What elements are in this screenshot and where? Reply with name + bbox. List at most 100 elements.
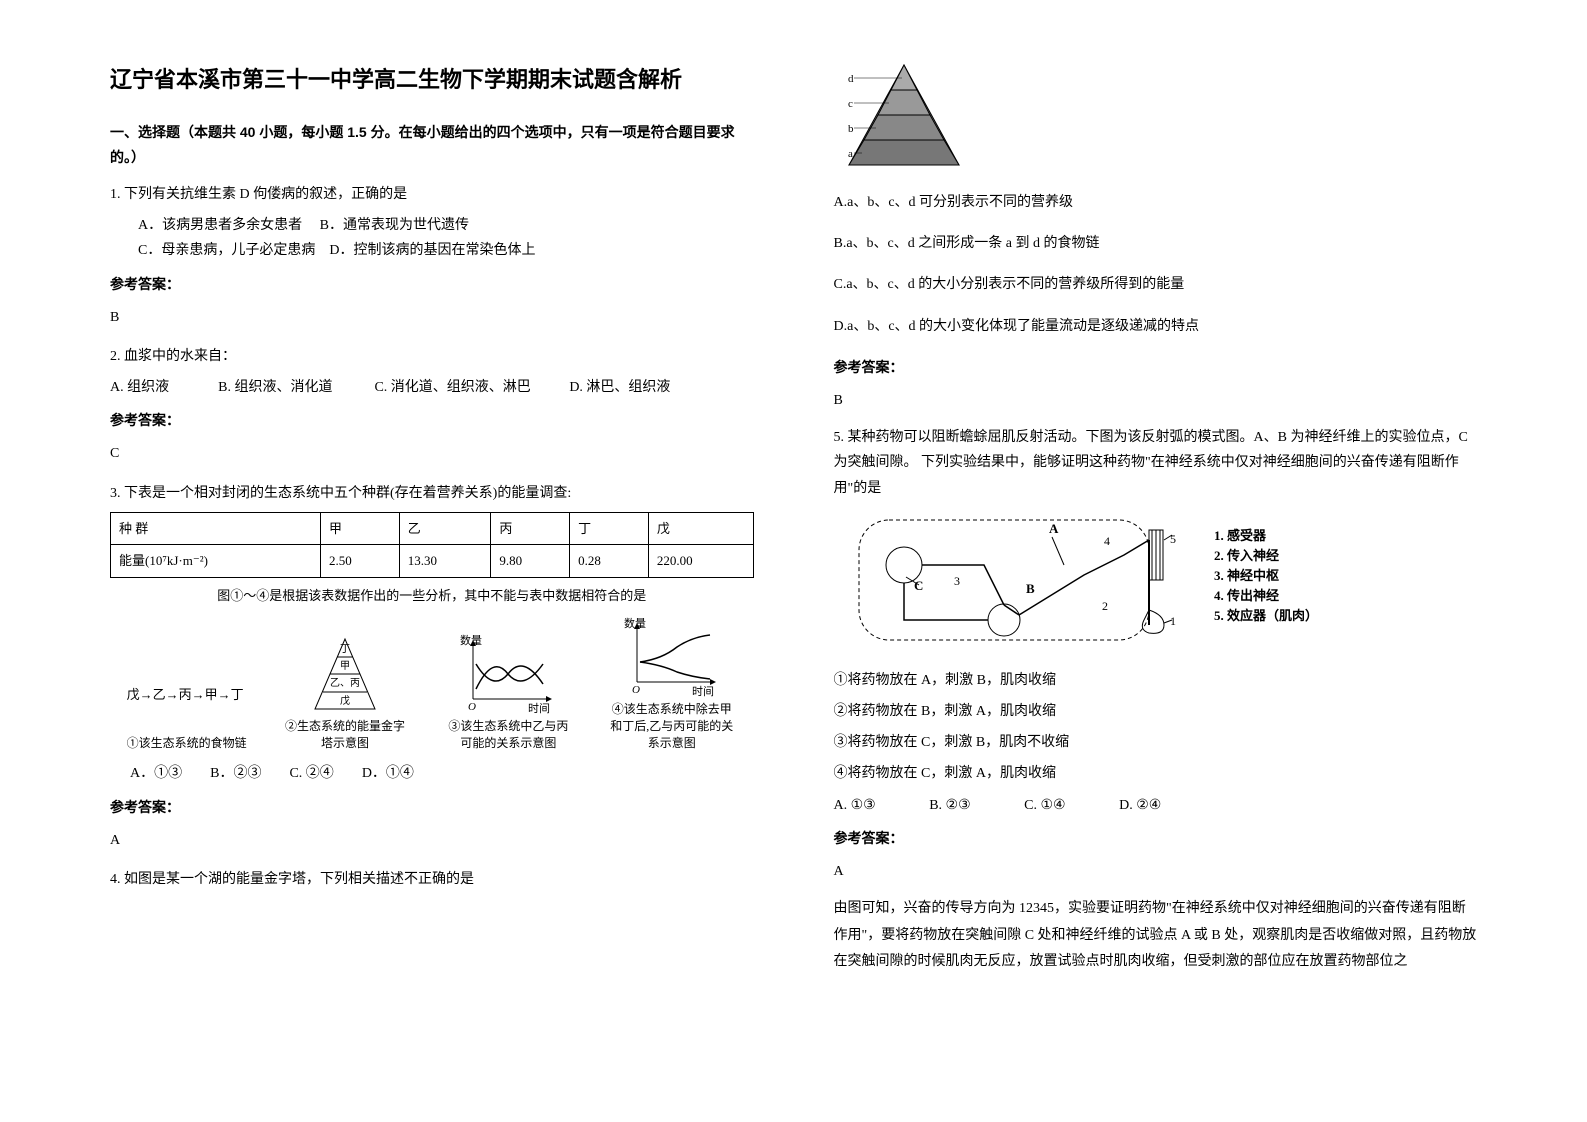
q4-optD: D.a、b、c、d 的大小变化体现了能量流动是逐级递减的特点 [834,314,1478,339]
td-v0: 2.50 [320,545,399,577]
q5-answer-label: 参考答案： [834,826,1478,851]
q1-optD: D．控制该病的基因在常染色体上 [329,243,535,258]
q1-stem: 1. 下列有关抗维生素 D 佝偻病的叙述，正确的是 [110,182,754,207]
q3-diagram-1: 戊→乙→丙→甲→丁 ①该生态系统的食物链 [127,655,247,752]
q4-optB: B.a、b、c、d 之间形成一条 a 到 d 的食物链 [834,231,1478,256]
q3-optC: C. ②④ [289,766,333,781]
q3-stem: 3. 下表是一个相对封闭的生态系统中五个种群(存在着营养关系)的能量调查: [110,481,754,506]
svg-text:O: O [468,701,476,713]
th-jia: 甲 [320,512,399,544]
td-v1: 13.30 [399,545,491,577]
svg-text:C: C [914,578,923,593]
question-5: 5. 某种药物可以阻断蟾蜍屈肌反射活动。下图为该反射弧的模式图。A、B 为神经纤… [834,425,1478,976]
q3-caption: 图①～④是根据该表数据作出的一些分析，其中不能与表中数据相符合的是 [110,584,754,607]
svg-text:O: O [632,684,640,696]
th-species: 种 群 [111,512,321,544]
q5-choiceC: C. ①④ [1024,793,1065,818]
q2-optD: D. 淋巴、组织液 [569,380,670,395]
q2-options: A. 组织液 B. 组织液、消化道 C. 消化道、组织液、淋巴 D. 淋巴、组织… [110,375,754,400]
svg-text:时间: 时间 [528,702,550,714]
svg-text:3. 神经中枢: 3. 神经中枢 [1214,568,1279,583]
svg-text:4: 4 [1104,534,1110,548]
q1-answer-label: 参考答案： [110,272,754,297]
td-v2: 9.80 [491,545,570,577]
q5-choiceD: D. ②④ [1119,793,1161,818]
right-column: d c b a A.a、b、c、d 可分别表示不同的营养级 B.a、b、c、d … [794,60,1498,1082]
pyramid-icon: 丁 甲 乙、丙 戊 [305,634,385,714]
question-2: 2. 血浆中的水来自： A. 组织液 B. 组织液、消化道 C. 消化道、组织液… [110,344,754,467]
q2-optA: A. 组织液 [110,380,169,395]
q3-optA: A．①③ [130,766,182,781]
curve-icon: 数量 时间 O [458,634,558,714]
q3-d1-chain: 戊→乙→丙→甲→丁 [127,683,244,706]
q3-optB: B．②③ [210,766,261,781]
q1-optA: A．该病男患者多余女患者 [138,218,302,233]
svg-text:5. 效应器（肌肉）: 5. 效应器（肌肉） [1214,608,1318,623]
q1-optC: C．母亲患病，儿子必定患病 [138,243,315,258]
q4-stem: 4. 如图是某一个湖的能量金字塔，下列相关描述不正确的是 [110,867,754,892]
q5-explanation: 由图可知，兴奋的传导方向为 12345，实验要证明药物"在神经系统中仅对神经细胞… [834,896,1478,976]
q5-opt4: ④将药物放在 C，刺激 A，肌肉收缩 [834,761,1478,786]
th-wu: 戊 [648,512,753,544]
q4-optA: A.a、b、c、d 可分别表示不同的营养级 [834,190,1478,215]
td-label: 能量(10⁷kJ·m⁻²) [111,545,321,577]
q2-optB: B. 组织液、消化道 [218,380,332,395]
svg-text:1: 1 [1170,614,1176,628]
svg-text:d: d [848,73,854,85]
q3-diagrams: 戊→乙→丙→甲→丁 ①该生态系统的食物链 丁 甲 乙、丙 戊 ②生态系统的能量金… [110,617,754,751]
q4-options: A.a、b、c、d 可分别表示不同的营养级 B.a、b、c、d 之间形成一条 a… [834,190,1478,339]
q1-options-row2: C．母亲患病，儿子必定患病 D．控制该病的基因在常染色体上 [110,238,754,263]
q5-opt2: ②将药物放在 B，刺激 A，肌肉收缩 [834,699,1478,724]
left-column: 辽宁省本溪市第三十一中学高二生物下学期期末试题含解析 一、选择题（本题共 40 … [90,60,794,1082]
td-v3: 0.28 [570,545,649,577]
q4-answer: B [834,388,1478,413]
q2-answer-label: 参考答案： [110,408,754,433]
q2-answer: C [110,441,754,466]
question-3: 3. 下表是一个相对封闭的生态系统中五个种群(存在着营养关系)的能量调查: 种 … [110,481,754,853]
q5-answer: A [834,859,1478,884]
q2-stem: 2. 血浆中的水来自： [110,344,754,369]
table-header-row: 种 群 甲 乙 丙 丁 戊 [111,512,754,544]
th-bing: 丙 [491,512,570,544]
q3-d2-caption: ②生态系统的能量金字塔示意图 [280,718,410,752]
q5-opt3: ③将药物放在 C，刺激 B，肌肉不收缩 [834,730,1478,755]
q3-choices: A．①③ B．②③ C. ②④ D．①④ [110,761,754,786]
page-title: 辽宁省本溪市第三十一中学高二生物下学期期末试题含解析 [110,60,754,100]
svg-text:戊: 戊 [340,695,350,707]
table-data-row: 能量(10⁷kJ·m⁻²) 2.50 13.30 9.80 0.28 220.0… [111,545,754,577]
svg-text:3: 3 [954,574,960,588]
q3-d4-caption: ④该生态系统中除去甲和丁后,乙与丙可能的关系示意图 [607,701,737,751]
svg-text:甲: 甲 [340,661,350,672]
q4-optC: C.a、b、c、d 的大小分别表示不同的营养级所得到的能量 [834,272,1478,297]
q3-optD: D．①④ [362,766,414,781]
q5-choices: A. ①③ B. ②③ C. ①④ D. ②④ [834,793,1478,818]
svg-text:A: A [1049,521,1059,536]
svg-text:乙、丙: 乙、丙 [330,677,360,689]
td-v4: 220.00 [648,545,753,577]
q3-diagram-2: 丁 甲 乙、丙 戊 ②生态系统的能量金字塔示意图 [280,634,410,752]
svg-text:2: 2 [1102,599,1108,613]
th-yi: 乙 [399,512,491,544]
q3-diagram-4: 数量 时间 O ④该生态系统中除去甲和丁后,乙与丙可能的关系示意图 [607,617,737,751]
svg-text:a: a [848,148,853,160]
q3-answer-label: 参考答案： [110,795,754,820]
q4-answer-label: 参考答案： [834,355,1478,380]
section-header: 一、选择题（本题共 40 小题，每小题 1.5 分。在每小题给出的四个选项中，只… [110,120,754,170]
q3-d3-caption: ③该生态系统中乙与丙可能的关系示意图 [443,718,573,752]
q1-options-row1: A．该病男患者多余女患者 B．通常表现为世代遗传 [110,213,754,238]
svg-text:4. 传出神经: 4. 传出神经 [1214,588,1279,603]
q3-table: 种 群 甲 乙 丙 丁 戊 能量(10⁷kJ·m⁻²) 2.50 13.30 9… [110,512,754,578]
th-ding: 丁 [570,512,649,544]
question-1: 1. 下列有关抗维生素 D 佝偻病的叙述，正确的是 A．该病男患者多余女患者 B… [110,182,754,330]
q1-optB: B．通常表现为世代遗传 [320,218,469,233]
q3-d1-caption: ①该生态系统的食物链 [127,735,247,752]
q5-statement-options: ①将药物放在 A，刺激 B，肌肉收缩 ②将药物放在 B，刺激 A，肌肉收缩 ③将… [834,668,1478,787]
q5-opt1: ①将药物放在 A，刺激 B，肌肉收缩 [834,668,1478,693]
svg-text:c: c [848,98,853,110]
q1-answer: B [110,305,754,330]
q5-stem: 5. 某种药物可以阻断蟾蜍屈肌反射活动。下图为该反射弧的模式图。A、B 为神经纤… [834,425,1478,501]
svg-text:B: B [1026,581,1035,596]
svg-text:5: 5 [1170,532,1176,546]
q3-diagram-3: 数量 时间 O ③该生态系统中乙与丙可能的关系示意图 [443,634,573,752]
svg-text:丁: 丁 [340,644,350,655]
